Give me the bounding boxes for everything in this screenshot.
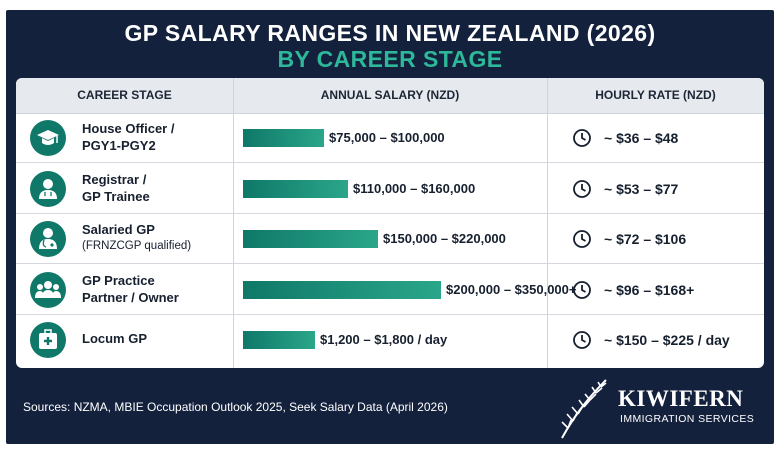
- table-row: Locum GP $1,200 – $1,800 / day ~ $150 – $2…: [16, 316, 764, 364]
- salary-value-label: $110,000 – $160,000: [353, 180, 476, 196]
- hourly-rate-value: ~ $150 – $225 / day: [604, 332, 730, 348]
- header-hourly-rate: HOURLY RATE (NZD): [595, 88, 716, 102]
- infographic-frame: GP SALARY RANGES IN NEW ZEALAND (2026) B…: [6, 10, 774, 444]
- career-stage-line1: Registrar /: [82, 171, 147, 187]
- salary-value-label: $150,000 – $220,000: [383, 231, 506, 246]
- hourly-rate-value: ~ $53 – $77: [604, 180, 679, 197]
- career-stage-line1: Locum GP: [82, 331, 148, 346]
- chart-subtitle: BY CAREER STAGE: [277, 46, 503, 72]
- career-stage-line1: Salaried GP: [82, 222, 155, 237]
- sources-note: Sources: NZMA, MBIE Occupation Outlook 2…: [23, 400, 448, 414]
- brand-name: KIWIFERN: [618, 386, 744, 411]
- brand-subtitle: IMMIGRATION SERVICES: [620, 413, 755, 425]
- hourly-rate-value: ~ $72 – $106: [604, 231, 687, 247]
- career-stage-label: Registrar / GP Trainee: [82, 171, 232, 205]
- table-row: Salaried GP (FRNZCGP qualified) $150,000 –…: [16, 215, 764, 264]
- group-icon: [30, 271, 66, 308]
- career-stage-line1: GP Practice: [82, 272, 155, 288]
- header-annual-salary: ANNUAL SALARY (NZD): [320, 88, 460, 102]
- trainee-icon: [30, 170, 66, 207]
- career-stage-label: GP Practice Partner / Owner: [82, 272, 232, 306]
- clock-icon: [572, 179, 592, 204]
- career-stage-line2: Partner / Owner: [82, 289, 179, 305]
- career-stage-label: Locum GP: [82, 330, 232, 347]
- clock-icon: [572, 280, 592, 305]
- chart-title: GP SALARY RANGES IN NEW ZEALAND (2026): [124, 20, 656, 46]
- header-career-stage: CAREER STAGE: [77, 88, 172, 102]
- salary-value-label: $75,000 – $100,000: [329, 130, 445, 145]
- career-stage-line1: House Officer /: [82, 121, 175, 136]
- table-row: House Officer / PGY1-PGY2 $75,000 – $100,0…: [16, 114, 764, 163]
- career-stage-label: Salaried GP (FRNZCGP qualified): [82, 221, 232, 255]
- salary-value-label: $1,200 – $1,800 / day: [320, 332, 448, 347]
- clock-icon: [572, 330, 592, 355]
- salary-bar: [243, 280, 441, 299]
- hourly-rate-value: ~ $36 – $48: [604, 130, 679, 146]
- salary-bar: [243, 179, 348, 198]
- graduation-cap-icon: [30, 120, 66, 156]
- clock-icon: [572, 229, 592, 254]
- table-header: CAREER STAGE ANNUAL SALARY (NZD) HOURLY …: [16, 78, 764, 114]
- career-stage-line2: (FRNZCGP qualified): [82, 240, 192, 252]
- column-divider: [547, 78, 548, 368]
- medical-kit-icon: [30, 322, 66, 358]
- salary-value-label: $200,000 – $350,000+: [446, 281, 577, 297]
- salary-bar: [243, 129, 324, 147]
- doctor-icon: [30, 221, 66, 257]
- salary-bar: [243, 230, 378, 248]
- fern-logo-icon: [561, 379, 607, 439]
- table-row: GP Practice Partner / Owner $200,000 – $35…: [16, 266, 764, 315]
- salary-bar: [243, 331, 315, 349]
- salary-table: CAREER STAGE ANNUAL SALARY (NZD) HOURLY …: [16, 78, 764, 368]
- clock-icon: [572, 128, 592, 153]
- table-row: Registrar / GP Trainee $110,000 – $160,000…: [16, 165, 764, 214]
- column-divider: [233, 78, 234, 368]
- hourly-rate-value: ~ $96 – $168+: [604, 281, 695, 298]
- career-stage-label: House Officer / PGY1-PGY2: [82, 120, 232, 154]
- career-stage-line2: GP Trainee: [82, 188, 150, 204]
- career-stage-line2: PGY1-PGY2: [82, 138, 156, 153]
